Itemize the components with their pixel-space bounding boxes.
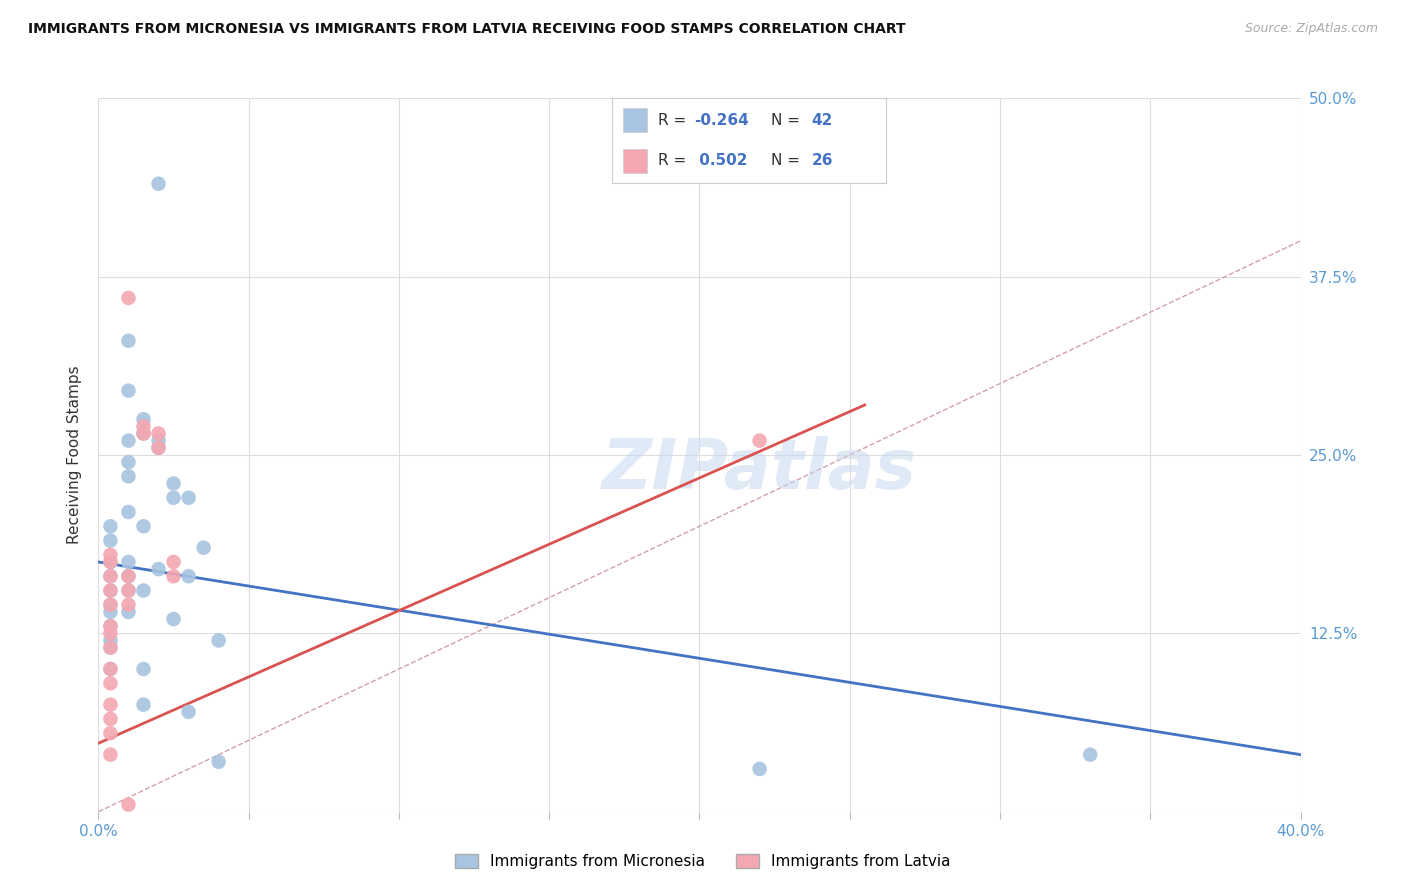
- Point: [117, 605, 139, 619]
- Point: [177, 569, 200, 583]
- Text: R =: R =: [658, 153, 692, 169]
- Y-axis label: Receiving Food Stamps: Receiving Food Stamps: [67, 366, 83, 544]
- Point: [177, 705, 200, 719]
- Point: [100, 598, 122, 612]
- Point: [100, 583, 122, 598]
- Point: [148, 434, 170, 448]
- Point: [100, 640, 122, 655]
- Point: [132, 426, 155, 441]
- Point: [100, 662, 122, 676]
- Point: [100, 598, 122, 612]
- Legend: Immigrants from Micronesia, Immigrants from Latvia: Immigrants from Micronesia, Immigrants f…: [450, 848, 956, 875]
- Bar: [623, 108, 647, 132]
- Point: [162, 491, 184, 505]
- Point: [100, 569, 122, 583]
- Point: [100, 676, 122, 690]
- Text: Source: ZipAtlas.com: Source: ZipAtlas.com: [1244, 22, 1378, 36]
- Text: 26: 26: [811, 153, 834, 169]
- Point: [100, 747, 122, 762]
- Point: [132, 426, 155, 441]
- Text: -0.264: -0.264: [695, 112, 748, 128]
- Point: [132, 662, 155, 676]
- Point: [100, 633, 122, 648]
- Text: ZIPatlas: ZIPatlas: [602, 435, 917, 503]
- Point: [132, 419, 155, 434]
- Point: [162, 476, 184, 491]
- Text: N =: N =: [770, 112, 804, 128]
- Text: N =: N =: [770, 153, 804, 169]
- Text: IMMIGRANTS FROM MICRONESIA VS IMMIGRANTS FROM LATVIA RECEIVING FOOD STAMPS CORRE: IMMIGRANTS FROM MICRONESIA VS IMMIGRANTS…: [28, 22, 905, 37]
- Point: [1078, 747, 1101, 762]
- Text: 0.502: 0.502: [695, 153, 748, 169]
- Point: [162, 555, 184, 569]
- Point: [100, 662, 122, 676]
- Point: [117, 455, 139, 469]
- Point: [117, 469, 139, 483]
- Point: [748, 762, 770, 776]
- Point: [117, 505, 139, 519]
- Point: [132, 412, 155, 426]
- Point: [208, 755, 231, 769]
- Point: [100, 726, 122, 740]
- Point: [132, 583, 155, 598]
- Point: [148, 441, 170, 455]
- Point: [117, 583, 139, 598]
- Bar: [623, 149, 647, 173]
- Point: [100, 555, 122, 569]
- Point: [162, 612, 184, 626]
- Point: [132, 698, 155, 712]
- Point: [208, 633, 231, 648]
- Point: [100, 605, 122, 619]
- Point: [193, 541, 215, 555]
- Point: [100, 640, 122, 655]
- Point: [148, 441, 170, 455]
- Point: [100, 555, 122, 569]
- Point: [117, 384, 139, 398]
- Point: [148, 426, 170, 441]
- Point: [117, 555, 139, 569]
- Point: [162, 569, 184, 583]
- Point: [117, 583, 139, 598]
- Point: [117, 797, 139, 812]
- Point: [100, 619, 122, 633]
- Point: [117, 334, 139, 348]
- Point: [100, 583, 122, 598]
- Point: [117, 569, 139, 583]
- Point: [100, 619, 122, 633]
- Point: [132, 519, 155, 533]
- Point: [100, 626, 122, 640]
- Point: [117, 434, 139, 448]
- Point: [117, 291, 139, 305]
- Point: [148, 562, 170, 576]
- Point: [148, 177, 170, 191]
- Text: R =: R =: [658, 112, 692, 128]
- Point: [100, 548, 122, 562]
- Point: [100, 698, 122, 712]
- Point: [100, 533, 122, 548]
- Point: [748, 434, 770, 448]
- Point: [117, 569, 139, 583]
- Text: 42: 42: [811, 112, 834, 128]
- Point: [100, 519, 122, 533]
- Point: [177, 491, 200, 505]
- Point: [100, 569, 122, 583]
- Point: [117, 598, 139, 612]
- Point: [100, 712, 122, 726]
